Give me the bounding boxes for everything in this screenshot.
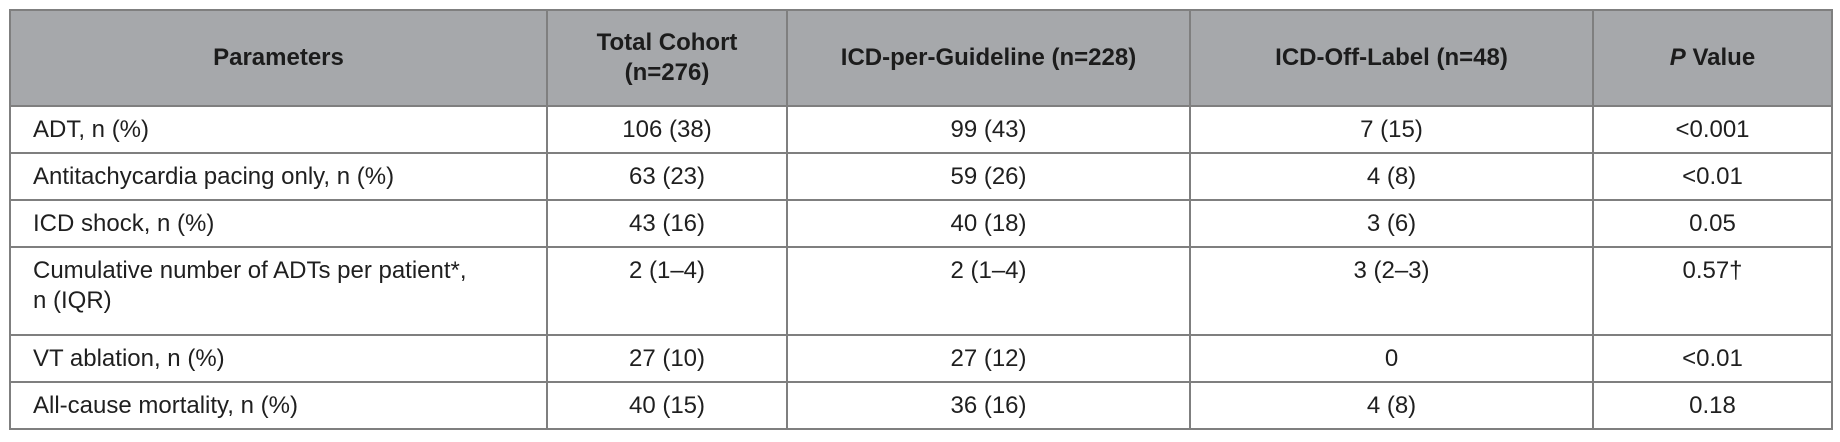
row-p-value: 0.57† xyxy=(1592,246,1833,336)
row-icd-off-label: 4 (8) xyxy=(1189,381,1594,430)
row-parameter-line1: Cumulative number of ADTs per patient*, xyxy=(33,257,467,284)
row-parameter: All-cause mortality, n (%) xyxy=(9,381,548,430)
table-row: Cumulative number of ADTs per patient*, … xyxy=(9,246,1833,336)
table-row: All-cause mortality, n (%) 40 (15) 36 (1… xyxy=(9,381,1833,430)
row-p-value: 0.18 xyxy=(1592,381,1833,430)
header-p-value: P Value xyxy=(1592,9,1833,107)
row-icd-per-guideline: 36 (16) xyxy=(786,381,1191,430)
header-icd-off-label-label: ICD-Off-Label (n=48) xyxy=(1275,44,1508,71)
row-icd-per-guideline: 27 (12) xyxy=(786,334,1191,383)
row-total-cohort: 2 (1–4) xyxy=(546,246,788,336)
row-icd-off-label: 3 (2–3) xyxy=(1189,246,1594,336)
row-icd-per-guideline: 99 (43) xyxy=(786,105,1191,154)
header-icd-off-label: ICD-Off-Label (n=48) xyxy=(1189,9,1594,107)
header-row: Parameters Total Cohort (n=276) ICD-per-… xyxy=(9,9,1833,107)
header-total-cohort: Total Cohort (n=276) xyxy=(546,9,788,107)
row-p-value: <0.001 xyxy=(1592,105,1833,154)
row-total-cohort: 43 (16) xyxy=(546,199,788,248)
row-parameter: VT ablation, n (%) xyxy=(9,334,548,383)
header-total-cohort-n: (n=276) xyxy=(624,59,710,86)
header-p-value-prefix: P xyxy=(1669,44,1686,71)
row-p-value: <0.01 xyxy=(1592,334,1833,383)
table-row: VT ablation, n (%) 27 (10) 27 (12) 0 <0.… xyxy=(9,334,1833,383)
row-parameter-line2: n (IQR) xyxy=(33,287,112,314)
header-icd-per-guideline-label: ICD-per-Guideline (n=228) xyxy=(840,44,1137,71)
row-parameter: ICD shock, n (%) xyxy=(9,199,548,248)
row-icd-off-label: 0 xyxy=(1189,334,1594,383)
row-total-cohort: 106 (38) xyxy=(546,105,788,154)
table-row: ICD shock, n (%) 43 (16) 40 (18) 3 (6) 0… xyxy=(9,199,1833,248)
row-total-cohort: 27 (10) xyxy=(546,334,788,383)
header-p-value-label: Value xyxy=(1685,44,1756,71)
row-p-value: <0.01 xyxy=(1592,152,1833,201)
results-table: Parameters Total Cohort (n=276) ICD-per-… xyxy=(9,9,1833,430)
row-parameter: ADT, n (%) xyxy=(9,105,548,154)
table-row: Antitachycardia pacing only, n (%) 63 (2… xyxy=(9,152,1833,201)
row-icd-off-label: 3 (6) xyxy=(1189,199,1594,248)
row-total-cohort: 40 (15) xyxy=(546,381,788,430)
row-parameter: Antitachycardia pacing only, n (%) xyxy=(9,152,548,201)
header-parameters-label: Parameters xyxy=(213,44,344,71)
row-parameter: Cumulative number of ADTs per patient*, … xyxy=(9,246,548,336)
row-icd-per-guideline: 2 (1–4) xyxy=(786,246,1191,336)
row-icd-per-guideline: 59 (26) xyxy=(786,152,1191,201)
row-p-value: 0.05 xyxy=(1592,199,1833,248)
row-icd-off-label: 7 (15) xyxy=(1189,105,1594,154)
results-table-container: Parameters Total Cohort (n=276) ICD-per-… xyxy=(9,9,1833,430)
row-icd-off-label: 4 (8) xyxy=(1189,152,1594,201)
row-total-cohort: 63 (23) xyxy=(546,152,788,201)
header-total-cohort-label: Total Cohort xyxy=(596,29,738,56)
header-icd-per-guideline: ICD-per-Guideline (n=228) xyxy=(786,9,1191,107)
row-icd-per-guideline: 40 (18) xyxy=(786,199,1191,248)
table-row: ADT, n (%) 106 (38) 99 (43) 7 (15) <0.00… xyxy=(9,105,1833,154)
header-parameters: Parameters xyxy=(9,9,548,107)
